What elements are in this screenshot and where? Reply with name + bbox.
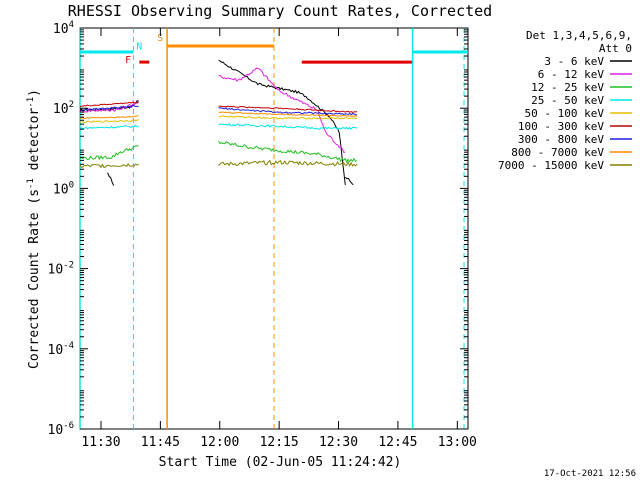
x-tick-label: 11:30 <box>81 435 120 450</box>
y-tick-label-base: 10 <box>48 263 64 278</box>
series-line-2-segA <box>79 100 140 113</box>
legend-item-label: 3 - 6 keV <box>544 55 604 68</box>
legend-item-label: 800 - 7000 keV <box>511 146 604 159</box>
series-line-5-segA <box>79 119 139 124</box>
x-tick-label: 12:45 <box>378 435 417 450</box>
legend-item-label: 7000 - 15000 keV <box>498 159 604 172</box>
series-line-1-lowA <box>107 172 115 186</box>
status-lines <box>79 28 465 429</box>
y-tick-label: 104 <box>53 20 74 37</box>
chart-title: RHESSI Observing Summary Count Rates, Co… <box>68 2 492 20</box>
x-axis: 11:30 11:45 12:00 12:15 12:30 12:45 13:00 <box>81 28 477 450</box>
y-tick-label-exp: 4 <box>69 20 74 30</box>
series-line-3-segA <box>79 145 139 161</box>
series-line-4-segB <box>218 122 358 130</box>
y-axis-label-sup2: -1 <box>26 97 36 108</box>
series-line-4-segA <box>79 124 139 130</box>
y-tick-label-exp: 2 <box>69 100 74 110</box>
y-tick-label: 10-4 <box>48 341 75 358</box>
x-tick-label: 12:30 <box>319 435 358 450</box>
y-tick-label: 10-2 <box>48 261 75 278</box>
x-tick-label: 11:45 <box>141 435 180 450</box>
y-tick-label-exp: 0 <box>69 180 74 190</box>
legend-header-line2: Att 0 <box>599 42 632 55</box>
y-axis-label-mid: detector <box>27 108 42 179</box>
y-tick-label: 102 <box>53 100 74 117</box>
y-axis-label: Corrected Count Rate (s-1 detector-1) <box>26 89 42 369</box>
legend-item-label: 6 - 12 keV <box>538 68 605 81</box>
y-tick-label: 100 <box>53 180 74 197</box>
series-line-3-segB <box>218 140 358 164</box>
series-line-7-segB <box>218 107 358 116</box>
series-line-9-segA <box>79 163 139 169</box>
legend-item-label: 25 - 50 keV <box>531 94 604 107</box>
annotation-n: N <box>136 42 142 53</box>
series-line-6-segA <box>79 101 139 108</box>
y-tick-label-exp: -2 <box>63 261 74 271</box>
status-bars <box>80 44 468 64</box>
series-line-2-segB <box>218 67 346 153</box>
x-axis-label: Start Time (02-Jun-05 11:24:42) <box>159 455 402 470</box>
legend-item-label: 50 - 100 keV <box>525 107 605 120</box>
status-annotations: NF S <box>125 33 163 66</box>
y-tick-label-exp: -6 <box>63 421 74 431</box>
y-axis-label-end: ) <box>27 89 42 97</box>
annotation-f: F <box>125 55 131 66</box>
series-line-7-segA <box>79 105 139 112</box>
legend-header-line1: Det 1,3,4,5,6,9, <box>526 29 632 42</box>
y-tick-label-base: 10 <box>48 343 64 358</box>
y-axis-label-base: Corrected Count Rate (s <box>27 189 42 369</box>
legend-item-label: 100 - 300 keV <box>518 120 604 133</box>
legend-item-label: 12 - 25 keV <box>531 81 604 94</box>
y-tick-label-exp: -4 <box>63 341 74 351</box>
x-tick-label: 12:15 <box>260 435 299 450</box>
y-tick-label-base: 10 <box>53 102 69 117</box>
y-tick-label-base: 10 <box>48 423 64 438</box>
series-line-1-segB <box>218 59 346 186</box>
series-line-9-segB <box>218 159 358 168</box>
legend-item-label: 300 - 800 keV <box>518 133 604 146</box>
y-tick-label: 10-6 <box>48 421 75 438</box>
series-line-5-segB <box>218 115 358 120</box>
y-tick-label-base: 10 <box>53 22 69 37</box>
render-timestamp: 17-Oct-2021 12:56 <box>544 469 636 479</box>
y-axis-label-sup1: -1 <box>26 178 36 189</box>
series-lines <box>79 59 358 186</box>
series-line-6-segB <box>218 105 358 113</box>
series-line-1-lowB <box>344 176 354 186</box>
annotation-s: S <box>157 33 163 44</box>
series-line-8-segA <box>79 115 139 120</box>
y-tick-label-base: 10 <box>53 182 69 197</box>
x-tick-label: 13:00 <box>438 435 477 450</box>
series-line-8-segB <box>218 111 358 117</box>
x-tick-label: 12:00 <box>200 435 239 450</box>
